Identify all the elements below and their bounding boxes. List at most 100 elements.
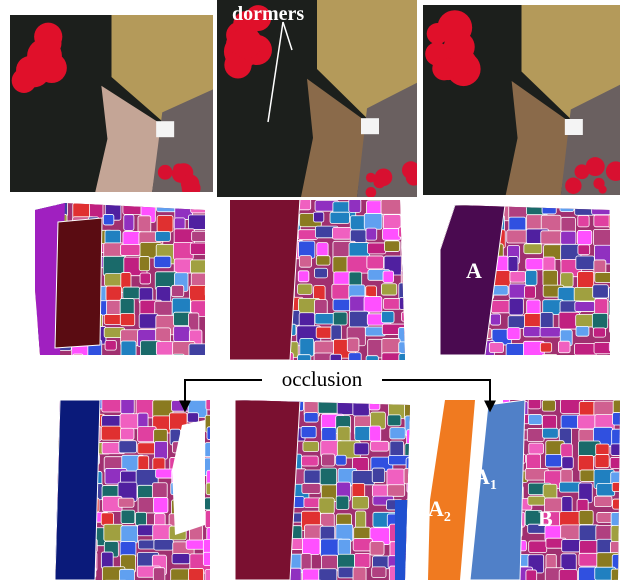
segment	[302, 484, 320, 494]
segment	[405, 539, 416, 557]
segment	[120, 569, 135, 583]
segment	[154, 256, 171, 267]
segment	[330, 212, 349, 223]
segment	[153, 568, 165, 583]
segment	[381, 199, 403, 214]
segment	[595, 272, 616, 282]
segment	[188, 568, 203, 583]
segment	[401, 270, 416, 285]
segment	[597, 512, 613, 522]
segment	[561, 273, 573, 287]
segment	[38, 357, 55, 371]
segment	[354, 443, 369, 455]
segment	[401, 240, 423, 257]
segment	[612, 482, 628, 491]
segment	[207, 470, 230, 485]
segment	[320, 526, 335, 540]
chimney	[565, 119, 583, 135]
segment	[382, 311, 395, 322]
tree	[402, 161, 420, 179]
segment	[317, 243, 328, 257]
segment	[313, 212, 323, 222]
segment	[593, 285, 609, 298]
segment	[388, 415, 401, 426]
segment	[349, 311, 368, 327]
segment	[595, 454, 609, 467]
segment	[596, 444, 609, 455]
segment	[370, 542, 384, 556]
segment	[301, 554, 311, 570]
segment	[560, 201, 574, 212]
segment	[207, 231, 227, 246]
segment	[541, 231, 563, 244]
segment	[612, 355, 628, 372]
segment	[352, 471, 374, 485]
tree	[375, 168, 393, 186]
segment	[612, 328, 626, 342]
segment	[395, 500, 410, 580]
segment	[528, 415, 542, 425]
segment	[527, 357, 538, 375]
segment	[390, 428, 405, 439]
segment	[121, 526, 138, 543]
segmentation	[228, 198, 424, 373]
segment	[546, 454, 562, 467]
segment	[138, 413, 148, 428]
segment	[172, 554, 190, 564]
segment	[508, 358, 524, 376]
segment	[401, 312, 424, 321]
segmentation	[35, 200, 231, 374]
segment	[336, 496, 349, 509]
segment	[592, 313, 607, 328]
segment	[576, 256, 594, 269]
segment	[320, 468, 336, 485]
segment	[338, 554, 355, 569]
segment	[384, 241, 399, 252]
segment	[613, 499, 627, 509]
segment	[206, 217, 218, 227]
segment	[304, 413, 318, 422]
segment	[490, 314, 500, 325]
segment	[338, 539, 351, 554]
segment	[611, 270, 628, 287]
segment	[139, 257, 149, 271]
segment	[174, 326, 190, 341]
segment	[371, 441, 389, 451]
segment	[611, 444, 628, 456]
segment	[406, 513, 424, 525]
segment	[575, 302, 595, 312]
segment	[610, 201, 624, 217]
segment	[611, 229, 623, 241]
segment	[578, 245, 590, 255]
aerial-photo	[217, 0, 422, 198]
segment	[208, 355, 220, 369]
segment	[103, 214, 114, 224]
segmentation	[423, 398, 628, 583]
segment	[592, 202, 616, 215]
segment	[383, 299, 400, 310]
segment	[355, 553, 370, 567]
segment	[105, 340, 116, 350]
segment	[558, 341, 570, 353]
segment	[399, 297, 417, 309]
tree	[565, 178, 581, 194]
segment	[205, 443, 222, 458]
segment	[399, 227, 414, 237]
chimney	[361, 118, 379, 134]
segment	[205, 286, 217, 297]
segment	[507, 328, 520, 340]
segment	[301, 456, 318, 466]
segment	[368, 243, 386, 254]
segment	[174, 218, 185, 230]
segment	[192, 358, 211, 369]
segment	[366, 356, 378, 373]
tree	[37, 53, 67, 83]
segment	[302, 538, 320, 554]
segment	[315, 268, 328, 278]
segment	[206, 203, 223, 220]
segment	[322, 427, 337, 441]
segment	[121, 355, 137, 365]
segment	[156, 356, 177, 366]
segment	[594, 260, 606, 274]
segment	[438, 356, 462, 366]
